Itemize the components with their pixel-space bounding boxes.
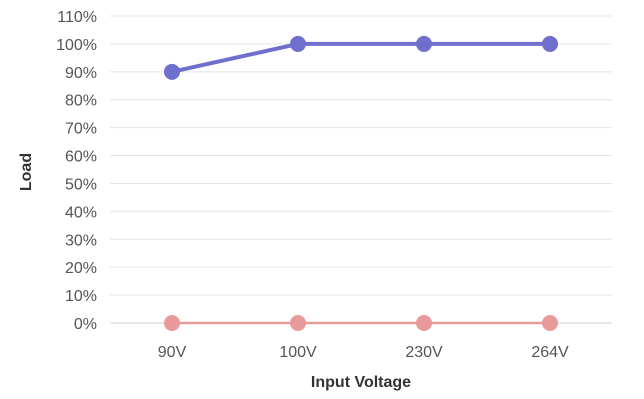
data-point bbox=[164, 315, 180, 331]
x-tick-label: 264V bbox=[531, 344, 569, 361]
series-group bbox=[164, 35, 558, 331]
data-point bbox=[290, 35, 306, 52]
y-tick-label: 90% bbox=[65, 65, 97, 82]
y-tick-label: 30% bbox=[65, 232, 97, 249]
x-tick-label: 230V bbox=[405, 344, 443, 361]
series-2 bbox=[164, 315, 558, 331]
y-tick-label: 10% bbox=[65, 288, 97, 305]
data-point bbox=[416, 35, 432, 52]
y-tick-label: 20% bbox=[65, 260, 97, 277]
data-point bbox=[542, 35, 558, 52]
y-tick-label: 0% bbox=[74, 316, 97, 333]
series-1 bbox=[164, 35, 558, 80]
data-point bbox=[416, 315, 432, 331]
y-tick-label: 100% bbox=[56, 37, 97, 54]
data-point bbox=[542, 315, 558, 331]
y-tick-label: 40% bbox=[65, 204, 97, 221]
y-tick-label: 60% bbox=[65, 149, 97, 166]
y-tick-label: 50% bbox=[65, 176, 97, 193]
y-axis-ticks: 0% 10% 20% 30% 40% 50% 60% 70% 80% 90% 100% 110% bbox=[56, 9, 97, 333]
y-tick-label: 110% bbox=[57, 9, 97, 26]
y-tick-label: 70% bbox=[65, 121, 97, 138]
x-axis-ticks: 90V 100V 230V 264V bbox=[158, 344, 569, 361]
x-axis-title: Input Voltage bbox=[311, 374, 411, 391]
gridlines bbox=[110, 15, 612, 324]
y-tick-label: 80% bbox=[65, 93, 97, 110]
x-tick-label: 90V bbox=[158, 344, 187, 361]
series-line bbox=[171, 41, 550, 74]
x-tick-label: 100V bbox=[279, 344, 317, 361]
data-point bbox=[290, 315, 306, 331]
y-axis-title: Load bbox=[18, 153, 35, 191]
data-point bbox=[164, 63, 180, 80]
